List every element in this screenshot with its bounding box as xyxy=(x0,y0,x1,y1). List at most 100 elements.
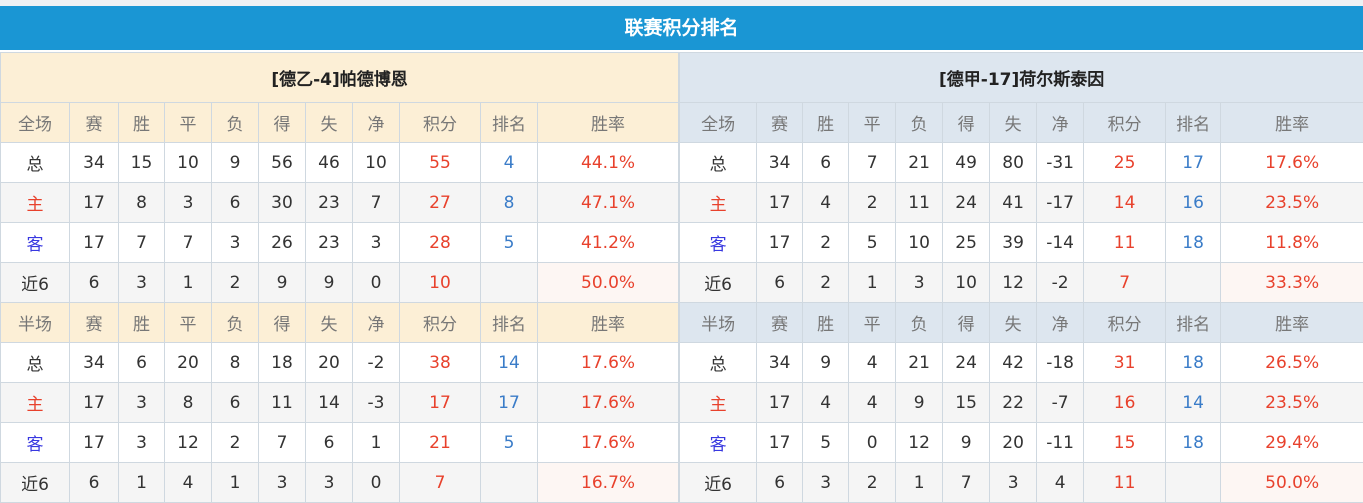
cell: 8 xyxy=(118,182,165,223)
cell: 29.4% xyxy=(1220,422,1363,463)
cell: 3 xyxy=(352,222,400,263)
column-header: 胜 xyxy=(802,302,850,343)
cell: 17 xyxy=(480,382,538,423)
table-row: 主 17 4 2 11 24 41 -17 14 16 23.5% xyxy=(679,182,1363,223)
cell: 21 xyxy=(399,422,481,463)
cell: 11.8% xyxy=(1220,222,1363,263)
table-row: 总 34 15 10 9 56 46 10 55 4 44.1% xyxy=(0,142,680,183)
column-header: 失 xyxy=(989,302,1038,343)
cell: 14 xyxy=(305,382,353,423)
column-header: 赛 xyxy=(69,102,119,143)
cell: 21 xyxy=(895,342,944,383)
table-row: 主 17 8 3 6 30 23 7 27 8 47.1% xyxy=(0,182,680,223)
cell: 31 xyxy=(1083,342,1167,383)
cell: 6 xyxy=(118,342,165,383)
cell: 总 xyxy=(0,142,70,183)
table-row: 总 34 6 20 8 18 20 -2 38 14 17.6% xyxy=(0,342,680,383)
cell: 1 xyxy=(895,462,944,503)
cell: 2 xyxy=(802,262,850,303)
cell: 17.6% xyxy=(1220,142,1363,183)
header-row: 半场赛胜平负得失净积分 排名 胜率 xyxy=(679,302,1363,343)
cell: 近6 xyxy=(0,462,70,503)
cell: 7 xyxy=(848,142,897,183)
column-header: 赛 xyxy=(69,302,119,343)
cell: 7 xyxy=(164,222,212,263)
cell: 50.0% xyxy=(1220,462,1363,503)
cell: 15 xyxy=(942,382,991,423)
cell: 3 xyxy=(258,462,306,503)
cell: 33.3% xyxy=(1220,262,1363,303)
away-team-table: [德甲-17]荷尔斯泰因 全场赛胜平负得失净积分 排名 胜率总 34 6 7 21 49 80 -3… xyxy=(679,52,1363,503)
column-header: 胜 xyxy=(802,102,850,143)
table-row: 近6 6 2 1 3 10 12 -2 7 33.3% xyxy=(679,262,1363,303)
cell: -11 xyxy=(1036,422,1085,463)
cell: 15 xyxy=(1083,422,1167,463)
cell: 38 xyxy=(399,342,481,383)
cell: 客 xyxy=(679,422,758,463)
cell: 10 xyxy=(942,262,991,303)
cell: -17 xyxy=(1036,182,1085,223)
cell: 17 xyxy=(69,382,119,423)
cell: 2 xyxy=(802,222,850,263)
cell: 7 xyxy=(352,182,400,223)
cell: 25 xyxy=(942,222,991,263)
cell: 3 xyxy=(211,222,259,263)
column-header: 积分 xyxy=(1083,302,1167,343)
cell: 6 xyxy=(756,462,804,503)
cell: 14 xyxy=(1165,382,1222,423)
cell: 总 xyxy=(0,342,70,383)
column-header: 负 xyxy=(895,302,944,343)
column-header: 平 xyxy=(164,302,212,343)
cell xyxy=(1165,262,1222,303)
cell: -18 xyxy=(1036,342,1085,383)
cell: 8 xyxy=(211,342,259,383)
cell: 27 xyxy=(399,182,481,223)
table-row: 主 17 3 8 6 11 14 -3 17 17 17.6% xyxy=(0,382,680,423)
cell: 11 xyxy=(895,182,944,223)
column-header: 净 xyxy=(1036,302,1085,343)
cell: 1 xyxy=(848,262,897,303)
column-header: 排名 xyxy=(480,302,538,343)
cell: 24 xyxy=(942,182,991,223)
cell: 1 xyxy=(164,262,212,303)
cell: 15 xyxy=(118,142,165,183)
cell: 23.5% xyxy=(1220,382,1363,423)
table-row: 总 34 6 7 21 49 80 -31 25 17 17.6% xyxy=(679,142,1363,183)
header-row: 半场赛胜平负得失净积分 排名 胜率 xyxy=(0,302,680,343)
cell: 12 xyxy=(989,262,1038,303)
cell: 2 xyxy=(848,462,897,503)
cell: 4 xyxy=(164,462,212,503)
cell: 9 xyxy=(895,382,944,423)
cell: -3 xyxy=(352,382,400,423)
column-header: 负 xyxy=(211,102,259,143)
column-header: 全场 xyxy=(0,102,70,143)
cell: 主 xyxy=(679,182,758,223)
table-row: 总 34 9 4 21 24 42 -18 31 18 26.5% xyxy=(679,342,1363,383)
cell: 4 xyxy=(802,382,850,423)
table-row: 客 17 5 0 12 9 20 -11 15 18 29.4% xyxy=(679,422,1363,463)
cell: 1 xyxy=(211,462,259,503)
cell: 41.2% xyxy=(536,222,680,263)
cell: 近6 xyxy=(679,262,758,303)
column-header: 得 xyxy=(942,102,991,143)
column-header: 负 xyxy=(895,102,944,143)
column-header: 得 xyxy=(258,102,306,143)
column-header: 得 xyxy=(942,302,991,343)
cell: 1 xyxy=(118,462,165,503)
cell xyxy=(480,262,538,303)
column-header: 胜率 xyxy=(1220,302,1363,343)
cell: 46 xyxy=(305,142,353,183)
column-header: 胜 xyxy=(118,302,165,343)
column-header: 半场 xyxy=(0,302,70,343)
cell: 主 xyxy=(0,382,70,423)
cell: 44.1% xyxy=(536,142,680,183)
cell: 总 xyxy=(679,142,758,183)
column-header: 平 xyxy=(848,302,897,343)
cell: 34 xyxy=(756,342,804,383)
cell: 39 xyxy=(989,222,1038,263)
cell: -14 xyxy=(1036,222,1085,263)
table-row: 主 17 4 4 9 15 22 -7 16 14 23.5% xyxy=(679,382,1363,423)
cell: -2 xyxy=(1036,262,1085,303)
cell: 18 xyxy=(1165,342,1222,383)
cell: 7 xyxy=(258,422,306,463)
